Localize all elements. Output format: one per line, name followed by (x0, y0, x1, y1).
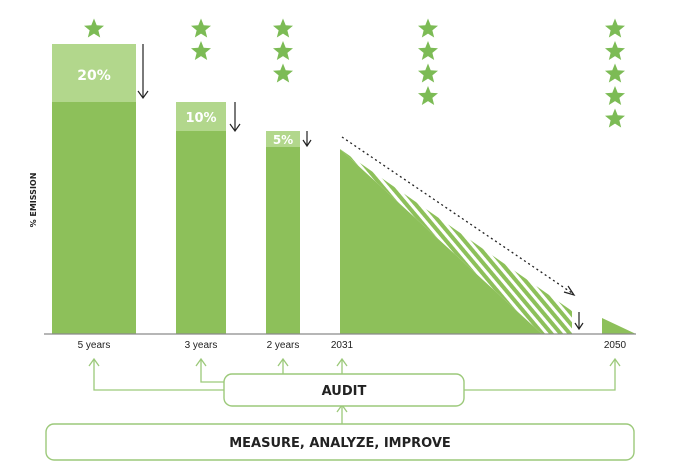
star-icon (605, 86, 625, 105)
connector-2050-head (609, 357, 621, 367)
end-triangle (602, 318, 636, 334)
connector-2-years-head (277, 357, 289, 367)
stars-3-years (191, 18, 211, 60)
bar-3-years (176, 102, 226, 334)
connector-2031-head (336, 357, 348, 367)
bar-5-years-reduction-label: 20% (77, 68, 111, 84)
bar-3-years-reduction-label: 10% (185, 111, 216, 126)
bar-5-years-reduction (52, 44, 136, 102)
star-icon (273, 63, 293, 83)
star-icon (418, 18, 438, 38)
star-icon (605, 18, 625, 38)
y-axis-label: % EMISSION (29, 173, 38, 228)
arrow-end-head (574, 322, 584, 331)
connector-3-years (200, 360, 224, 383)
star-icon (273, 18, 293, 38)
connector-2050 (464, 360, 616, 391)
connector-3-years-head (195, 357, 207, 367)
stars-5-years (84, 18, 104, 38)
stars-2-years (273, 18, 293, 83)
star-icon (418, 86, 438, 105)
tick-5-years: 5 years (78, 340, 111, 351)
star-icon (191, 18, 211, 38)
measure-box (45, 423, 635, 461)
star-icon (605, 41, 625, 60)
tick-3-years: 3 years (185, 340, 218, 351)
connector-5-years (93, 360, 224, 391)
star-icon (605, 63, 625, 83)
star-icon (84, 18, 104, 38)
audit-label: AUDIT (322, 384, 367, 399)
arrow-3-years-head (229, 123, 241, 133)
dotted-trend-line (341, 136, 573, 294)
bar-2-years-reduction (266, 131, 300, 147)
measure-label: MEASURE, ANALYZE, IMPROVE (229, 436, 451, 451)
star-icon (191, 41, 211, 60)
star-icon (605, 108, 625, 128)
stars-2031 (418, 18, 438, 105)
ramp-hatched (340, 149, 572, 334)
bar-2-years-reduction-label: 5% (273, 133, 293, 147)
star-icon (273, 41, 293, 60)
ramp-solid (340, 149, 542, 334)
tick-2050: 2050 (604, 340, 627, 351)
star-icon (418, 41, 438, 60)
audit-connectors (88, 357, 621, 424)
arrow-2-years-head (302, 139, 312, 148)
star-icon (418, 63, 438, 83)
bar-3-years-reduction (176, 102, 226, 131)
tick-2-years: 2 years (267, 340, 300, 351)
arrow-5-years-head (137, 90, 149, 100)
connector-5-years-head (88, 357, 100, 367)
dotted-trend-arrowhead (563, 285, 576, 297)
audit-box (223, 373, 465, 407)
stars-2050 (605, 18, 625, 128)
tick-2031: 2031 (331, 340, 354, 351)
bar-2-years (266, 131, 300, 334)
